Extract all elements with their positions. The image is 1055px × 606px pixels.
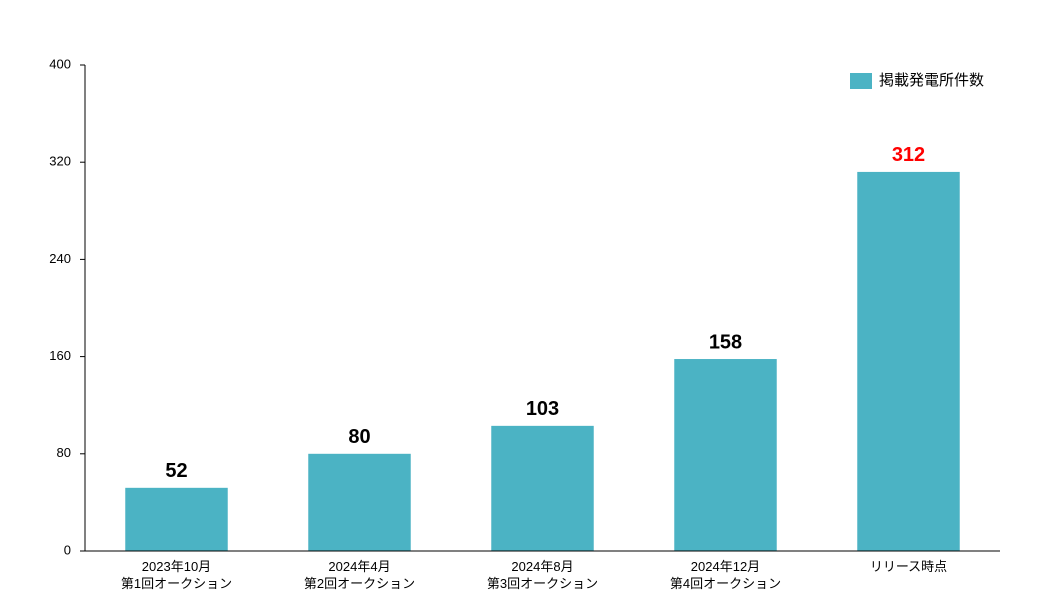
value-label: 52 [165, 460, 187, 482]
y-tick-label: 160 [49, 348, 71, 363]
bar [674, 359, 777, 551]
legend-swatch [850, 73, 872, 89]
x-tick-label: 2024年8月 第3回オークション [486, 559, 599, 591]
bar [491, 425, 594, 551]
value-label: 312 [892, 144, 925, 166]
y-tick-label: 400 [49, 56, 71, 71]
y-tick-label: 320 [49, 154, 71, 169]
x-tick-label: リリース時点 [869, 559, 948, 574]
bar [308, 453, 411, 551]
y-tick-label: 240 [49, 251, 71, 266]
legend-label: 掲載発電所件数 [879, 72, 984, 89]
x-tick-label: 2024年4月 第2回オークション [303, 559, 416, 591]
value-label: 158 [709, 331, 742, 353]
y-tick-label: 0 [64, 542, 71, 557]
bar [857, 171, 960, 552]
y-tick-label: 80 [57, 445, 71, 460]
value-label: 103 [526, 398, 559, 420]
value-label: 80 [348, 426, 370, 448]
x-tick-label: 2024年12月 第4回オークション [669, 559, 782, 591]
bar [125, 487, 228, 551]
x-tick-label: 2023年10月 第1回オークション [120, 559, 233, 591]
